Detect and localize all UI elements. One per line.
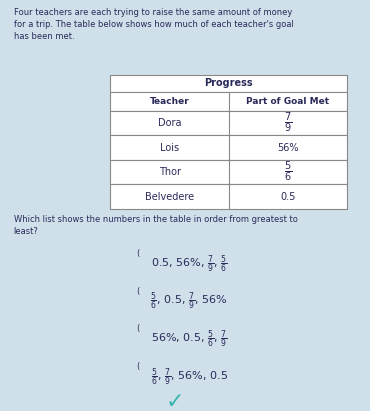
- Text: 56%: 56%: [277, 143, 299, 152]
- Text: 56%, 0.5, $\frac{5}{6}$, $\frac{7}{9}$: 56%, 0.5, $\frac{5}{6}$, $\frac{7}{9}$: [151, 329, 228, 350]
- Text: ✓: ✓: [166, 392, 184, 411]
- Text: Part of Goal Met: Part of Goal Met: [246, 97, 330, 106]
- Bar: [110, 135, 347, 160]
- Text: Belvedere: Belvedere: [145, 192, 194, 201]
- Text: $\frac{5}{6}$: $\frac{5}{6}$: [284, 160, 292, 184]
- Text: Lois: Lois: [160, 143, 179, 152]
- Bar: [110, 184, 347, 209]
- Bar: [110, 111, 347, 135]
- Bar: [110, 75, 347, 92]
- Text: (: (: [136, 324, 139, 333]
- Text: (: (: [136, 362, 139, 371]
- Text: Teacher: Teacher: [150, 97, 189, 106]
- Text: Progress: Progress: [205, 79, 253, 88]
- Text: Dora: Dora: [158, 118, 181, 128]
- Text: Four teachers are each trying to raise the same amount of money
for a trip. The : Four teachers are each trying to raise t…: [14, 8, 293, 42]
- Text: Thor: Thor: [159, 167, 181, 177]
- Text: 0.5, 56%, $\frac{7}{9}$, $\frac{5}{6}$: 0.5, 56%, $\frac{7}{9}$, $\frac{5}{6}$: [151, 253, 228, 275]
- Bar: [110, 92, 347, 111]
- Text: $\frac{5}{6}$, $\frac{7}{9}$, 56%, 0.5: $\frac{5}{6}$, $\frac{7}{9}$, 56%, 0.5: [151, 367, 228, 388]
- Text: $\frac{5}{6}$, 0.5, $\frac{7}{9}$, 56%: $\frac{5}{6}$, 0.5, $\frac{7}{9}$, 56%: [151, 291, 228, 312]
- Text: (: (: [136, 249, 139, 258]
- Text: (: (: [136, 286, 139, 296]
- Text: $\frac{7}{9}$: $\frac{7}{9}$: [284, 111, 292, 135]
- Text: Which list shows the numbers in the table in order from greatest to
least?: Which list shows the numbers in the tabl…: [14, 215, 297, 236]
- Text: 0.5: 0.5: [280, 192, 296, 201]
- Bar: [110, 160, 347, 184]
